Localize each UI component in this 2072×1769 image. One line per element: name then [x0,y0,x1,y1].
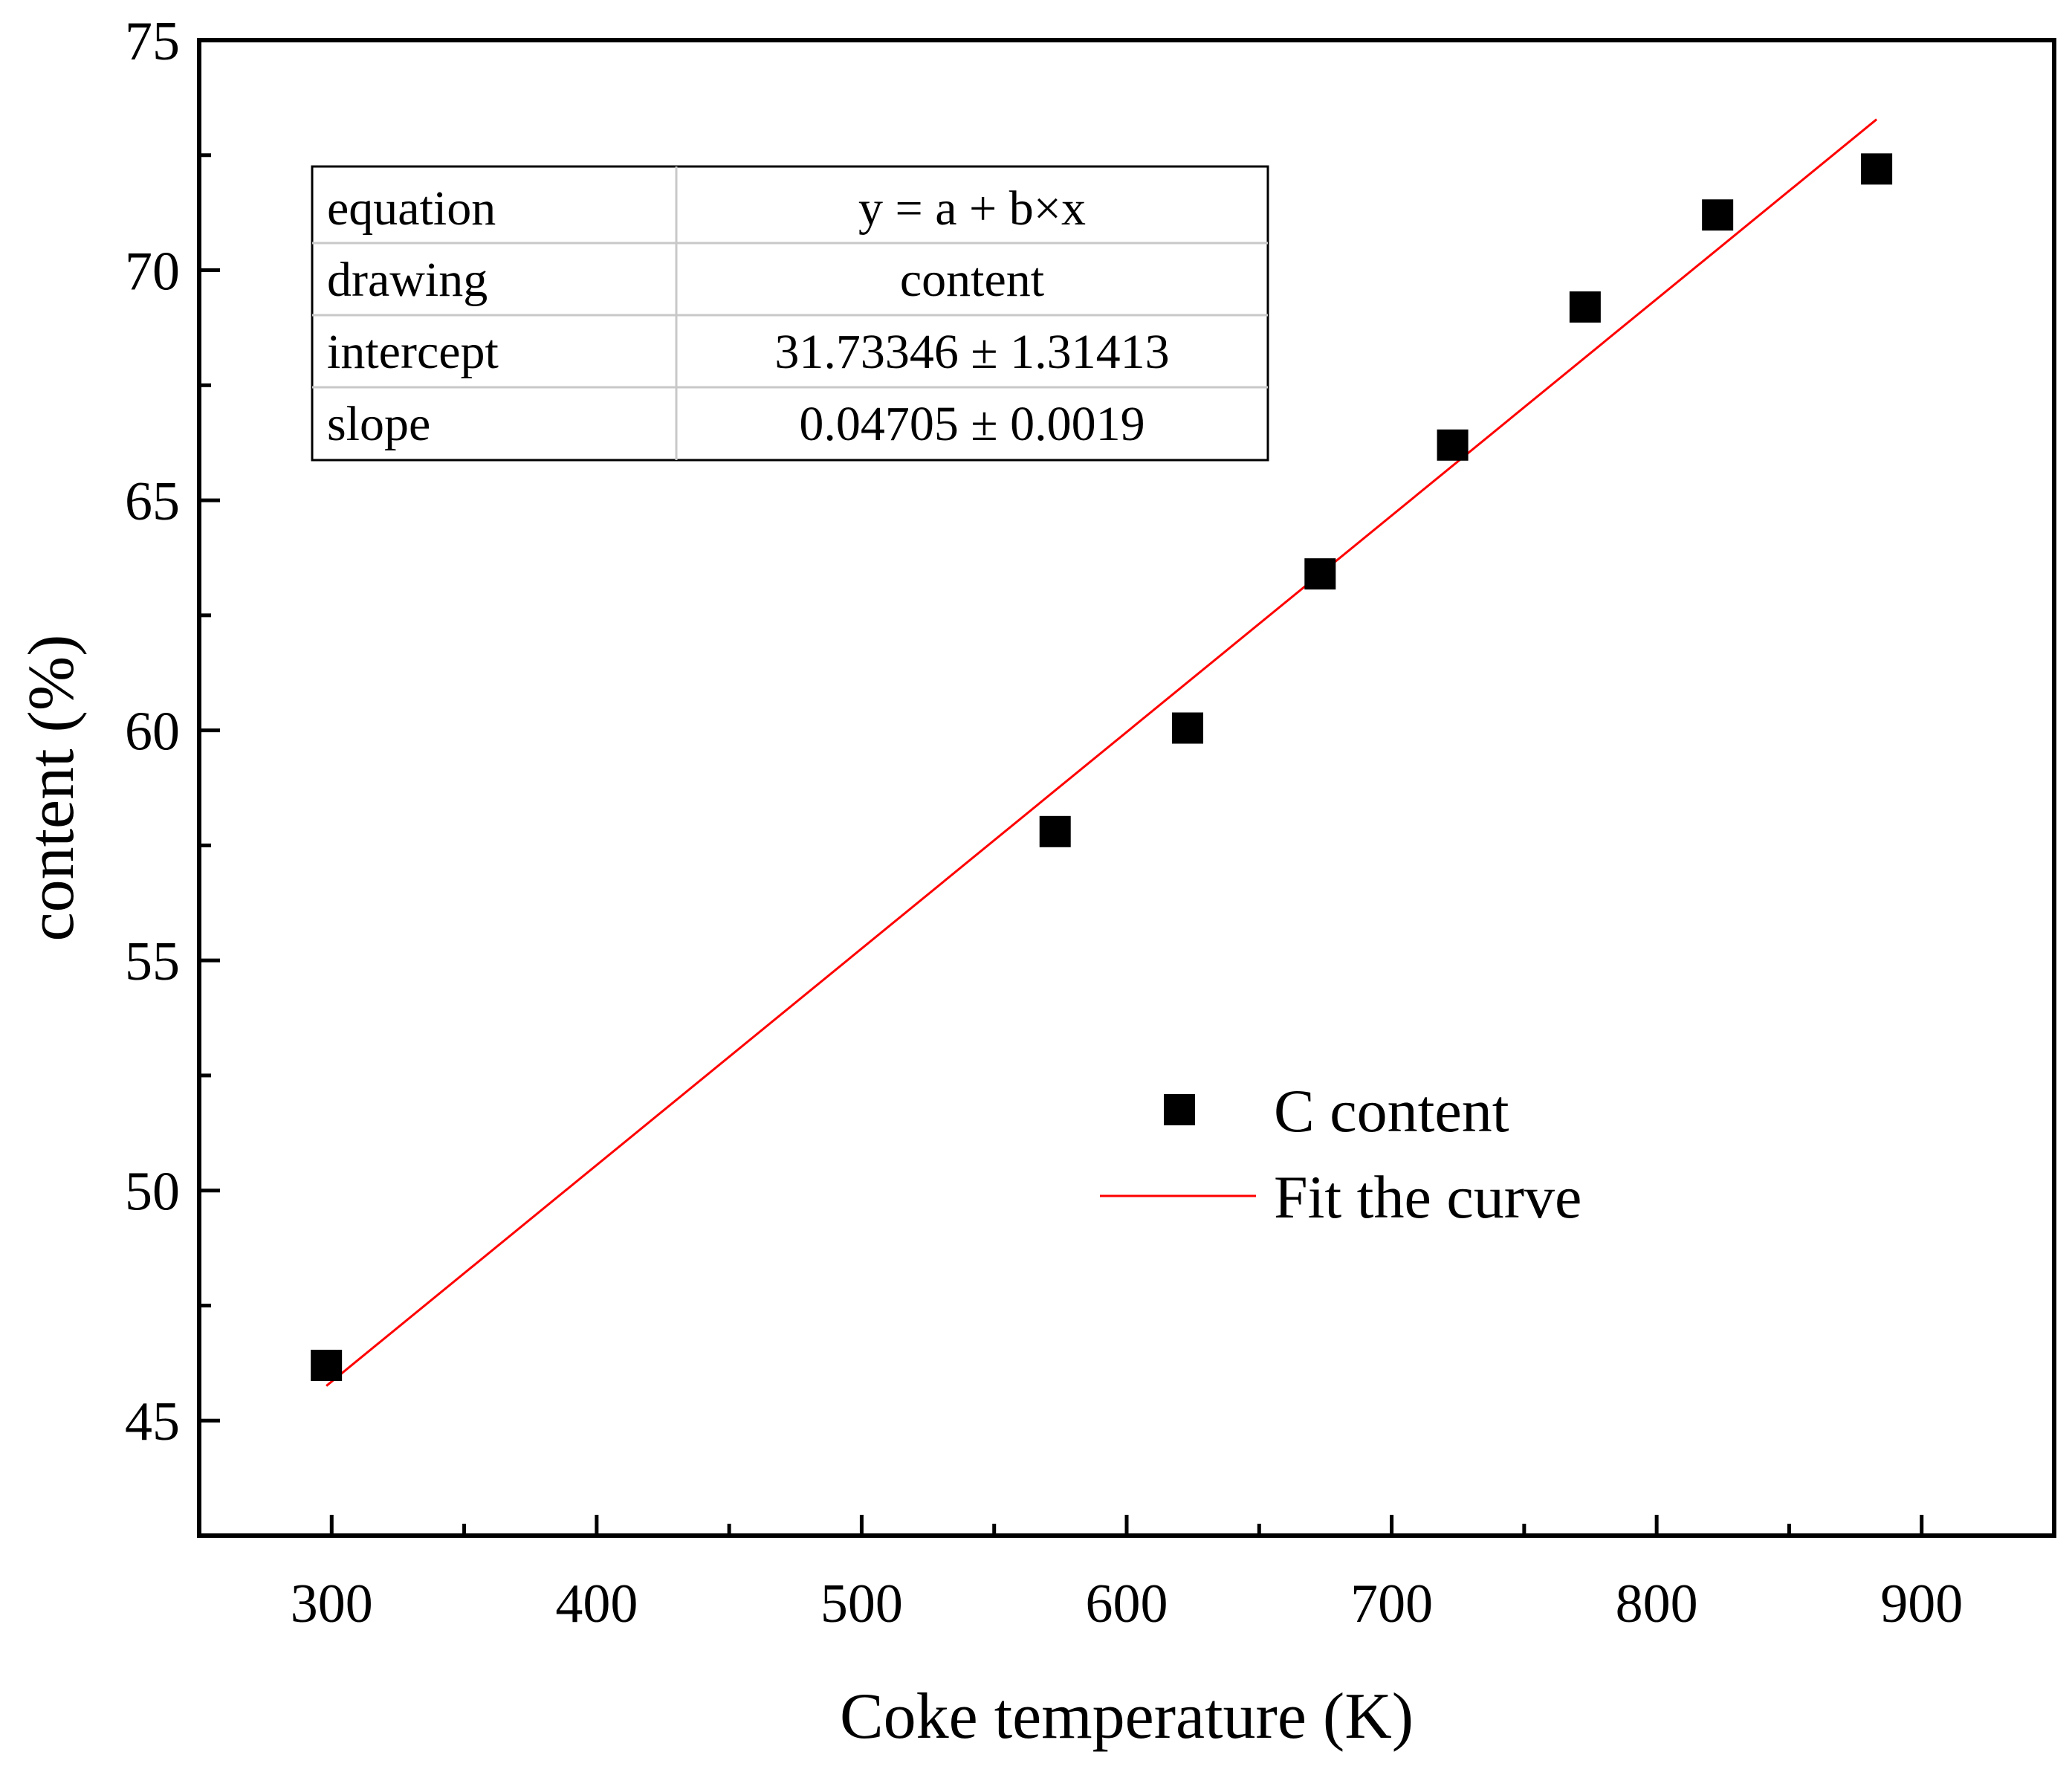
y-tick-label: 55 [125,931,180,992]
legend: C content Fit the curve [1100,1077,1581,1231]
fit-table-value-intercept: 31.73346 ± 1.31413 [774,325,1169,379]
y-tick-label: 60 [125,702,180,763]
fit-table-label-equation: equation [327,181,496,236]
fit-table-label-slope: slope [327,397,430,451]
data-point [1039,815,1071,847]
fit-line-layer [326,118,1878,1387]
axis-tick-labels: 300 400 500 600 700 800 900 45 50 55 60 65 70 75 [125,11,1963,1634]
x-axis-title: Coke temperature (K) [840,1681,1414,1753]
legend-square-marker-icon [1164,1094,1195,1125]
x-tick-label: 400 [555,1574,638,1634]
x-tick-label: 900 [1880,1574,1963,1634]
legend-label-fit-the-curve: Fit the curve [1274,1163,1581,1231]
x-tick-label: 300 [291,1574,373,1634]
x-tick-label: 500 [820,1574,903,1634]
axis-ticks [199,38,1924,1536]
data-point [1702,199,1734,231]
data-point [1437,429,1469,461]
x-tick-label: 700 [1350,1574,1433,1634]
data-point [1172,712,1204,744]
fit-table-label-intercept: intercept [327,325,499,379]
data-point [1861,153,1893,185]
y-tick-label: 50 [125,1162,180,1223]
fit-table-border [311,165,1269,462]
fit-results-table: equation y = a + b×x drawing content int… [311,165,1269,462]
data-point [1304,558,1336,590]
fit-table-value-drawing: content [900,253,1044,307]
y-tick-label: 65 [125,471,180,532]
fit-line [326,118,1878,1387]
data-point [311,1349,343,1381]
fit-table-value-equation: y = a + b×x [858,181,1086,236]
y-tick-label: 45 [125,1391,180,1452]
y-tick-label: 75 [125,11,180,72]
x-tick-label: 800 [1616,1574,1698,1634]
data-point [1569,291,1601,323]
x-tick-label: 600 [1086,1574,1168,1634]
fit-table-value-slope: 0.04705 ± 0.0019 [799,397,1145,451]
y-axis-title: content (%) [16,635,88,942]
fit-table-label-drawing: drawing [327,253,488,307]
data-points [311,153,1893,1381]
y-tick-label: 70 [125,242,180,303]
legend-label-c-content: C content [1274,1077,1509,1145]
